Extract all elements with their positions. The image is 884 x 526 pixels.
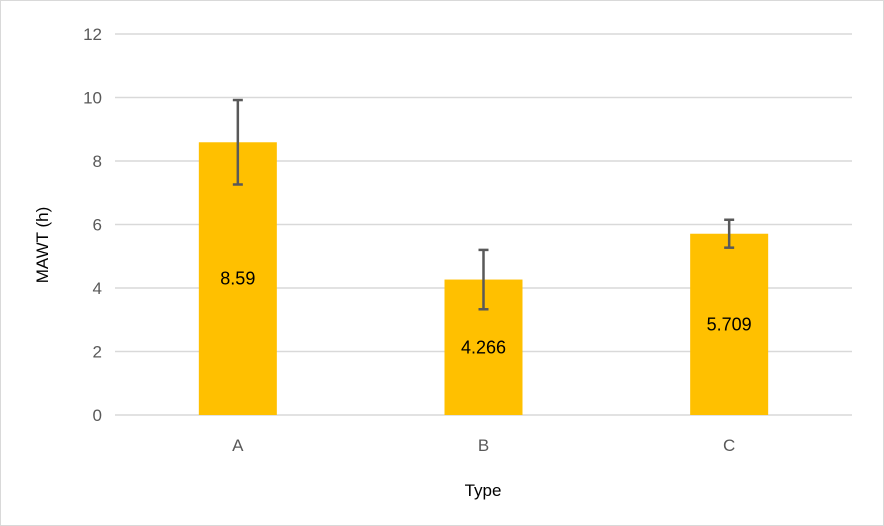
data-label: 4.266 bbox=[461, 337, 506, 357]
error-bar-b bbox=[478, 248, 489, 311]
y-tick-label: 10 bbox=[83, 89, 102, 108]
x-axis-title: Type bbox=[465, 481, 502, 500]
y-tick-label: 12 bbox=[83, 25, 102, 44]
x-tick-label: C bbox=[723, 436, 735, 455]
y-tick-label: 2 bbox=[93, 343, 102, 362]
y-tick-label: 8 bbox=[93, 152, 102, 171]
bar-c bbox=[690, 233, 769, 415]
y-axis-title: MAWT (h) bbox=[33, 207, 52, 284]
error-bar-c bbox=[724, 218, 735, 249]
y-tick-label: 4 bbox=[93, 279, 102, 298]
x-tick-label: B bbox=[478, 436, 489, 455]
y-tick-label: 0 bbox=[93, 406, 102, 425]
x-axis-ticks: A B C bbox=[232, 436, 735, 455]
bars bbox=[198, 142, 769, 415]
data-labels: 8.59 4.266 5.709 bbox=[220, 269, 751, 358]
data-label: 5.709 bbox=[707, 314, 752, 334]
bar-a bbox=[198, 142, 277, 415]
error-bar-a bbox=[232, 98, 243, 186]
x-tick-label: A bbox=[232, 436, 244, 455]
error-bars bbox=[232, 98, 735, 311]
data-label: 8.59 bbox=[220, 269, 255, 289]
y-tick-label: 6 bbox=[93, 216, 102, 235]
y-axis-ticks: 0 2 4 6 8 10 12 bbox=[83, 25, 102, 425]
